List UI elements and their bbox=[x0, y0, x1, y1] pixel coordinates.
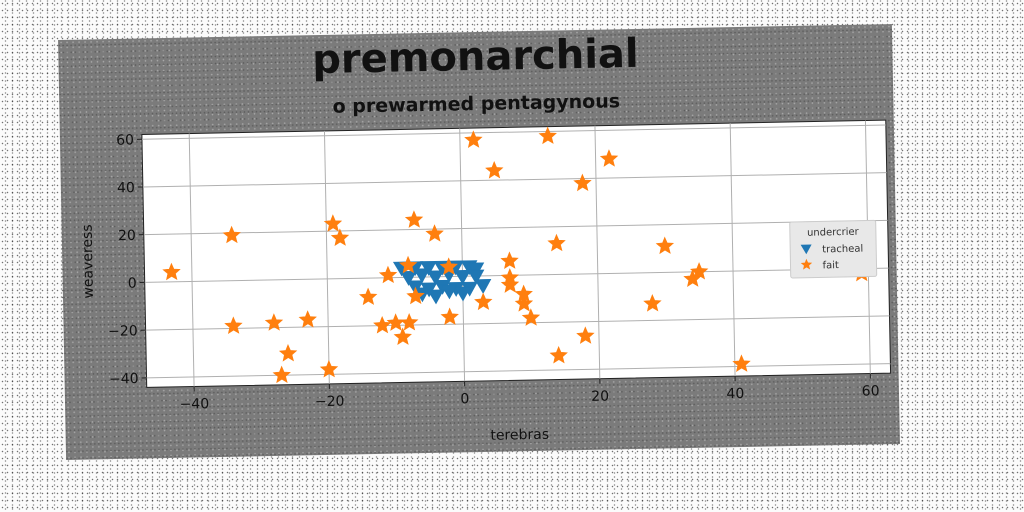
data-points bbox=[162, 126, 871, 384]
x-axis-label: terebras bbox=[490, 427, 549, 444]
plot-area bbox=[141, 119, 892, 388]
fait-point bbox=[689, 262, 709, 280]
fait-point bbox=[373, 315, 392, 334]
fait-point bbox=[298, 310, 317, 328]
y-tick-label: −40 bbox=[109, 371, 139, 388]
tracheal-point bbox=[474, 279, 492, 294]
fait-point bbox=[547, 233, 566, 252]
fait-point bbox=[319, 359, 339, 378]
x-grid-line bbox=[188, 133, 195, 387]
fait-point bbox=[162, 262, 181, 281]
tracheal-legend-marker bbox=[800, 244, 812, 255]
axis-ticks: −40 −20 0 20 40 60 −40 −20 0 20 40 60 bbox=[108, 132, 880, 413]
x-tick-label: 20 bbox=[591, 389, 609, 405]
x-tick-label: 0 bbox=[460, 391, 469, 407]
x-tick-label: 40 bbox=[726, 386, 744, 402]
fait-point bbox=[425, 224, 444, 242]
fait-point bbox=[440, 307, 459, 326]
fait-point bbox=[485, 161, 504, 179]
fait-point bbox=[393, 327, 412, 346]
y-grid-line bbox=[141, 124, 886, 140]
fait-legend-label: fait bbox=[822, 260, 839, 271]
tracheal-point bbox=[427, 289, 445, 305]
chart-title: premonarchial bbox=[312, 31, 639, 83]
x-tick-label: −40 bbox=[179, 396, 209, 413]
y-tick-label: 60 bbox=[116, 132, 134, 148]
tracheal-legend-label: tracheal bbox=[822, 244, 863, 256]
y-grid-line bbox=[143, 219, 888, 236]
legend-box bbox=[789, 219, 878, 279]
fait-point bbox=[272, 365, 291, 384]
tracheal-point bbox=[399, 270, 417, 286]
scatter-chart: premonarchial o prewarmed pentagynous −4… bbox=[80, 31, 892, 444]
fait-point bbox=[521, 308, 541, 326]
fait-point bbox=[378, 265, 398, 284]
fait-point bbox=[474, 292, 493, 311]
tracheal-point bbox=[454, 286, 472, 302]
fait-point bbox=[224, 316, 243, 334]
fait-point bbox=[732, 354, 751, 372]
x-grid-line bbox=[729, 123, 736, 377]
legend: undercrier tracheal fait bbox=[789, 219, 878, 279]
y-tick-label: −20 bbox=[108, 323, 138, 340]
legend-entries: tracheal fait bbox=[800, 244, 863, 271]
tracheal-point bbox=[453, 269, 471, 285]
fait-point bbox=[359, 287, 378, 306]
y-tick-label: 0 bbox=[128, 276, 137, 292]
fait-point bbox=[573, 173, 592, 192]
fait-point bbox=[514, 284, 533, 303]
fait-point bbox=[406, 286, 425, 305]
fait-point bbox=[330, 228, 350, 246]
fait-point bbox=[500, 275, 520, 293]
fait-point bbox=[538, 126, 557, 145]
fait-point bbox=[655, 236, 675, 255]
chart-subtitle: o prewarmed pentagynous bbox=[332, 90, 620, 118]
fait-point bbox=[439, 257, 458, 275]
fait-point bbox=[398, 255, 418, 274]
y-tick-label: 20 bbox=[118, 228, 136, 244]
fait-point bbox=[514, 294, 534, 312]
fait-point bbox=[549, 345, 568, 364]
fait-point bbox=[576, 326, 595, 344]
fait-point bbox=[323, 214, 343, 232]
x-grid-line bbox=[459, 128, 466, 382]
y-tick-label: 40 bbox=[117, 180, 135, 196]
x-grid-line bbox=[594, 125, 601, 379]
fait-point bbox=[278, 344, 298, 362]
x-grid-line bbox=[323, 130, 330, 384]
fait-point bbox=[500, 251, 519, 269]
x-tick-label: −20 bbox=[315, 394, 345, 411]
y-axis-label: weaveress bbox=[80, 224, 97, 298]
y-grid-line bbox=[142, 172, 887, 188]
fait-point bbox=[400, 313, 419, 331]
fait-point bbox=[404, 210, 424, 228]
fait-legend-marker bbox=[800, 258, 813, 270]
fait-point bbox=[599, 149, 619, 167]
fait-point bbox=[222, 225, 241, 244]
tracheal-point bbox=[467, 269, 485, 285]
fait-point bbox=[264, 313, 284, 331]
fait-point bbox=[643, 294, 662, 312]
tracheal-point bbox=[426, 270, 444, 286]
tracheal-point bbox=[440, 284, 458, 300]
legend-title: undercrier bbox=[807, 227, 860, 239]
fait-point bbox=[464, 130, 483, 148]
tracheal-point bbox=[413, 268, 431, 284]
y-grid-line bbox=[146, 363, 891, 379]
x-tick-label: 60 bbox=[862, 383, 880, 399]
chart-figure: premonarchial o prewarmed pentagynous −4… bbox=[58, 24, 900, 460]
